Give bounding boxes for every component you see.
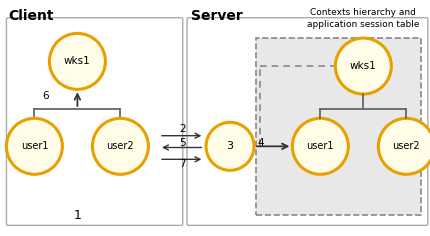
FancyBboxPatch shape [187, 18, 428, 225]
Ellipse shape [335, 38, 391, 94]
Text: Client: Client [9, 9, 54, 23]
Text: 1: 1 [74, 209, 81, 222]
Bar [256, 38, 421, 215]
Text: user2: user2 [393, 141, 420, 151]
Text: wks1: wks1 [64, 56, 91, 66]
Text: 5: 5 [179, 138, 186, 148]
Ellipse shape [292, 118, 348, 174]
Ellipse shape [206, 122, 254, 170]
Text: user2: user2 [107, 141, 134, 151]
Ellipse shape [378, 118, 430, 174]
Text: user1: user1 [21, 141, 48, 151]
Text: user1: user1 [307, 141, 334, 151]
Text: 4: 4 [257, 138, 264, 148]
Text: wks1: wks1 [350, 61, 377, 71]
Text: Contexts hierarchy and
application session table: Contexts hierarchy and application sessi… [307, 8, 420, 29]
Ellipse shape [49, 33, 105, 89]
Text: 7: 7 [179, 159, 186, 169]
Ellipse shape [6, 118, 62, 174]
Text: Server: Server [191, 9, 243, 23]
Text: 2: 2 [179, 124, 186, 134]
Ellipse shape [92, 118, 148, 174]
Text: 6: 6 [42, 91, 49, 101]
FancyBboxPatch shape [6, 18, 183, 225]
Text: 3: 3 [227, 141, 233, 151]
